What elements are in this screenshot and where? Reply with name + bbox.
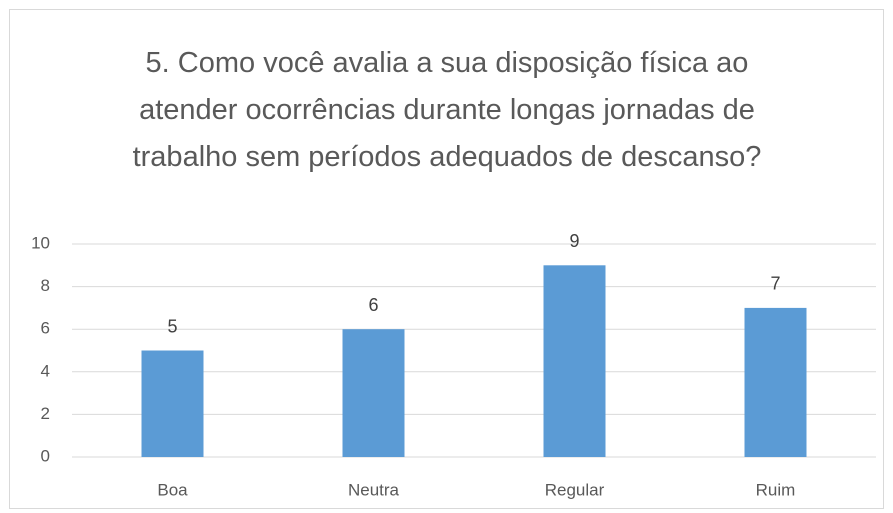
x-tick-label: Regular [545,480,605,499]
x-tick-label: Boa [157,480,188,499]
y-tick-label: 6 [41,319,50,338]
data-label: 7 [770,274,780,294]
bar [543,265,606,457]
chart-frame [9,9,884,509]
y-tick-label: 4 [41,361,50,380]
bar [744,307,807,457]
y-tick-label: 0 [41,446,50,465]
y-tick-label: 8 [41,276,50,295]
chart-title: 5. Como você avalia a sua disposição fís… [132,47,762,173]
bar [141,350,204,457]
x-tick-label: Neutra [348,480,400,499]
y-tick-label: 10 [31,233,50,252]
bar [342,329,405,457]
x-tick-label: Ruim [756,480,796,499]
data-label: 5 [167,316,177,336]
y-tick-label: 2 [41,404,50,423]
data-label: 9 [569,231,579,251]
data-label: 6 [368,295,378,315]
